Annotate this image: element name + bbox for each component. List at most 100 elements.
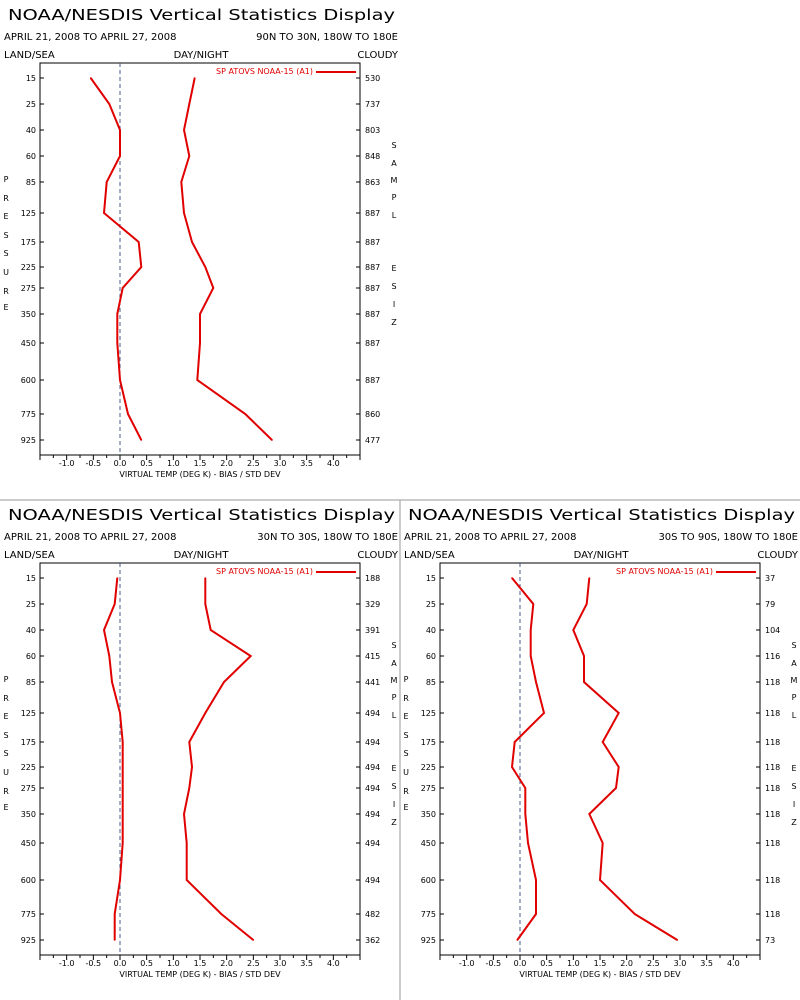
sample-size-label: 37: [765, 574, 775, 583]
sample-size-title-letter: E: [391, 0, 396, 2]
x-tick-label: 1.0: [167, 459, 180, 468]
std-dev-data-point: [252, 939, 255, 941]
x-axis-title: VIRTUAL TEMP (DEG K) - BIAS / STD DEV: [519, 970, 681, 979]
sample-size-label: 118: [765, 839, 780, 848]
pressure-level-label: 925: [421, 936, 436, 945]
sample-size-title-letter: S: [391, 641, 396, 650]
pressure-level-label: 350: [21, 810, 36, 819]
std-dev-data-point: [223, 681, 225, 683]
bias-data-point: [103, 212, 105, 214]
pressure-level-label: 15: [26, 574, 36, 583]
bias-data-point: [140, 439, 143, 441]
sample-size-label: 737: [365, 100, 380, 109]
sample-size-label: 887: [365, 284, 380, 293]
pressure-level-label: 25: [426, 600, 436, 609]
std-dev-data-point: [588, 813, 591, 815]
sample-size-label: 494: [365, 784, 380, 793]
date-range: APRIL 21, 2008 TO APRIL 27, 2008: [4, 532, 176, 543]
pressure-title-letter: S: [403, 731, 408, 740]
sample-size-title-letter: P: [392, 693, 397, 702]
sample-size-title-letter: L: [392, 211, 397, 220]
bias-data-point: [529, 655, 532, 657]
std-dev-data-point: [199, 313, 201, 315]
pressure-level-label: 125: [21, 209, 36, 218]
x-tick-label: 0.0: [514, 959, 527, 968]
pressure-title-letter: U: [3, 768, 9, 777]
std-dev-data-point: [212, 287, 215, 289]
sample-size-label: 441: [365, 678, 380, 687]
bias-data-point: [121, 766, 124, 768]
date-range: APRIL 21, 2008 TO APRIL 27, 2008: [4, 32, 176, 43]
std-dev-data-point: [185, 879, 188, 881]
pressure-title-letter: E: [3, 712, 8, 721]
x-tick-label: 4.0: [727, 959, 740, 968]
bias-data-point: [121, 787, 124, 789]
x-tick-label: 3.0: [274, 459, 287, 468]
std-dev-data-point: [676, 939, 679, 941]
pressure-level-label: 40: [426, 626, 436, 635]
x-tick-label: 0.5: [140, 459, 153, 468]
bias-series-line: [510, 577, 546, 941]
std-dev-data-point: [599, 879, 601, 881]
pressure-title-letter: U: [403, 768, 409, 777]
pressure-level-label: 175: [21, 238, 36, 247]
land-sea-label: LAND/SEA: [404, 550, 455, 561]
legend: SP ATOVS NOAA-15 (A1): [216, 67, 356, 76]
sample-size-label: 415: [365, 652, 380, 661]
std-dev-data-point: [204, 266, 207, 268]
sample-size-label: 118: [765, 910, 780, 919]
x-tick-label: 0.5: [540, 959, 553, 968]
sample-size-label: 482: [365, 910, 380, 919]
pressure-level-label: 40: [26, 626, 36, 635]
std-dev-series-line: [572, 577, 678, 941]
std-dev-data-point: [244, 413, 247, 415]
x-tick-label: 3.0: [274, 959, 287, 968]
pressure-level-label: 25: [26, 100, 36, 109]
x-tick-label: 3.0: [674, 959, 687, 968]
chart-panel-1: NOAA/NESDIS Vertical Statistics Display …: [3, 0, 399, 479]
pressure-level-label: 60: [26, 652, 36, 661]
sample-size-title-letter: E: [791, 764, 796, 773]
pressure-level-label: 125: [21, 709, 36, 718]
std-dev-series-line: [182, 578, 254, 941]
sample-size-label: 118: [765, 738, 780, 747]
bias-data-point: [121, 813, 124, 815]
bias-data-point: [103, 629, 105, 631]
bias-data-point: [529, 629, 532, 631]
sample-size-title-letter: S: [391, 782, 396, 791]
sample-size-label: 494: [365, 876, 380, 885]
std-dev-data-point: [196, 379, 199, 381]
sample-size-title-letter: A: [391, 159, 397, 168]
land-sea-label: LAND/SEA: [4, 50, 55, 61]
pressure-level-label: 125: [421, 709, 436, 718]
sample-size-label: 494: [365, 738, 380, 747]
bias-data-point: [119, 879, 121, 881]
std-dev-data-point: [220, 913, 223, 915]
bias-data-point: [108, 655, 111, 657]
sample-size-label: 188: [365, 574, 380, 583]
std-dev-data-point: [617, 712, 620, 714]
axis-layer: -1.0 -0.5 0.0 0.5 1.0 1.5 2.0 2.5 3.0 3.5 4.0 15 25 4…: [421, 563, 780, 968]
x-axis-title: VIRTUAL TEMP (DEG K) - BIAS / STD DEV: [119, 970, 281, 979]
bias-data-point: [121, 842, 124, 844]
pressure-level-label: 15: [426, 574, 436, 583]
legend: SP ATOVS NOAA-15 (A1): [216, 567, 356, 576]
sample-size-label: 887: [365, 376, 380, 385]
pressure-level-label: 175: [421, 738, 436, 747]
sample-size-title-letter: E: [391, 264, 396, 273]
cloudy-label: CLOUDY: [757, 550, 799, 561]
day-night-label: DAY/NIGHT: [174, 50, 230, 61]
sample-size-label: 477: [365, 436, 380, 445]
marks-layer: [510, 577, 679, 941]
std-dev-data-point: [583, 655, 585, 657]
std-dev-data-point: [185, 842, 188, 844]
pressure-level-label: 600: [21, 876, 36, 885]
x-tick-label: 3.5: [700, 959, 713, 968]
pressure-title-letter: E: [3, 303, 8, 312]
pressure-title-letter: S: [403, 749, 408, 758]
bias-data-point: [121, 741, 124, 743]
pressure-title-letter: R: [3, 287, 9, 296]
sample-size-title-letter: S: [391, 141, 396, 150]
sample-size-label: 118: [765, 810, 780, 819]
